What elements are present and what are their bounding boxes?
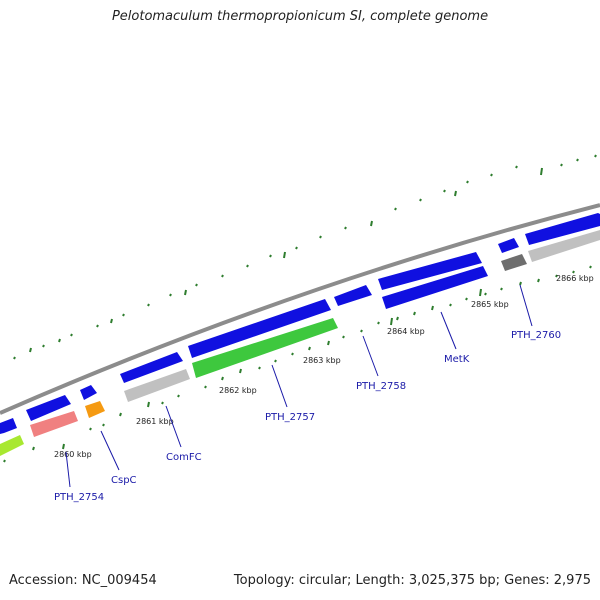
gene-arrow[interactable] [498,238,519,253]
kbp-label: 2862 kbp [219,386,257,395]
gene-arrow[interactable] [382,266,488,309]
kbp-label: 2865 kbp [471,300,509,309]
gene-labels: PTH_2754 CspC ComFC PTH_2757 PTH_2758 Me… [54,330,561,503]
map-title: Pelotomaculum thermopropionicum SI, comp… [111,9,489,24]
gene-arrow[interactable] [80,385,97,400]
kbp-label: 2861 kbp [136,417,174,426]
gene-arrow[interactable] [334,285,372,306]
gene-label-pth-2757[interactable]: PTH_2757 [265,412,315,423]
gene-arrow[interactable] [378,252,482,290]
gene-arrow[interactable] [528,230,600,262]
gene-arrow[interactable] [188,299,331,358]
gene-arrow[interactable] [85,401,105,418]
forward-strand-genes [0,213,600,434]
gene-label-metk[interactable]: MetK [444,354,470,365]
reverse-strand-genes [0,230,600,456]
gene-label-pth-2758[interactable]: PTH_2758 [356,381,406,392]
gene-arrow[interactable] [0,418,17,434]
gene-arrow[interactable] [501,254,527,271]
gene-label-pth-2754[interactable]: PTH_2754 [54,492,104,503]
outer-tick-ring [13,154,597,360]
gene-label-cspc[interactable]: CspC [111,475,137,486]
genome-stats-text: Topology: circular; Length: 3,025,375 bp… [233,573,591,588]
gene-arrow[interactable] [0,435,24,456]
gene-arrow[interactable] [192,318,338,378]
kbp-label: 2863 kbp [303,356,341,365]
gene-arrow[interactable] [124,369,190,402]
kbp-scale-labels: 2860 kbp 2861 kbp 2862 kbp 2863 kbp 2864… [54,274,594,459]
gene-arrow[interactable] [30,411,78,437]
kbp-label: 2864 kbp [387,327,425,336]
backbone-arc [0,203,600,415]
gene-arrow[interactable] [120,352,183,383]
gene-label-pth-2760[interactable]: PTH_2760 [511,330,561,341]
gene-arrow[interactable] [26,395,71,421]
gene-label-comfc[interactable]: ComFC [166,452,202,463]
accession-text: Accession: NC_009454 [9,573,157,588]
inner-tick-ring [3,265,592,463]
kbp-label: 2866 kbp [556,274,594,283]
gene-arrow[interactable] [525,213,600,245]
label-leaders [65,284,533,488]
kbp-label: 2860 kbp [54,450,92,459]
